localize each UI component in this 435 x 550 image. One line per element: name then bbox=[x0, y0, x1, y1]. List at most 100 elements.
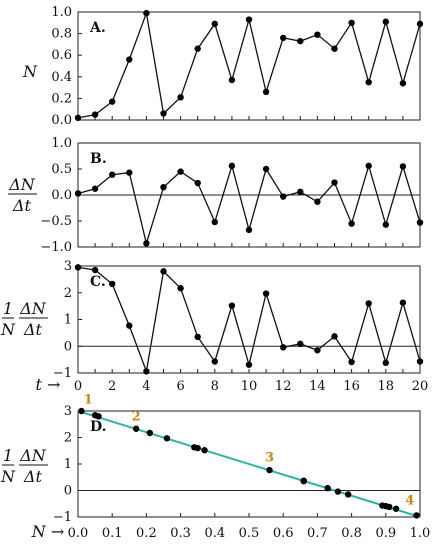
x-tick-label: 0.1 bbox=[102, 526, 123, 541]
y-axis-label-n: N bbox=[0, 467, 16, 486]
data-point bbox=[211, 20, 218, 28]
data-point bbox=[262, 290, 270, 297]
y-tick-label: −0.5 bbox=[40, 214, 72, 229]
panel-label: D. bbox=[90, 419, 107, 435]
x-tick-label: 0.2 bbox=[136, 526, 157, 541]
x-tick-label: 10 bbox=[241, 379, 258, 394]
y-tick-label: 1 bbox=[64, 313, 72, 328]
series-line bbox=[77, 10, 421, 119]
data-point bbox=[382, 359, 389, 367]
y-axis-label: N bbox=[22, 62, 38, 81]
data-point bbox=[266, 466, 273, 474]
x-tick-label: 20 bbox=[412, 379, 429, 394]
data-point bbox=[143, 9, 150, 17]
y-tick-label: 2 bbox=[64, 286, 72, 301]
y-axis-label-numerator: ΔN bbox=[19, 299, 47, 318]
data-point bbox=[297, 188, 304, 196]
data-point bbox=[228, 162, 236, 170]
x-tick-label: 0 bbox=[74, 379, 82, 394]
y-tick-label: 0.5 bbox=[51, 162, 72, 177]
data-point bbox=[143, 368, 150, 375]
data-point bbox=[74, 114, 82, 122]
data-point bbox=[228, 76, 236, 84]
data-point bbox=[211, 218, 218, 226]
panel-frame bbox=[77, 265, 421, 374]
panel-label: B. bbox=[90, 151, 107, 167]
y-tick-label: 0.8 bbox=[51, 27, 72, 42]
x-tick-label: 8 bbox=[211, 379, 219, 394]
x-tick-label: 0.0 bbox=[68, 526, 89, 541]
y-tick-label: 0.6 bbox=[51, 48, 72, 63]
x-tick-label: 1.0 bbox=[410, 526, 431, 541]
y-tick-label: 0.2 bbox=[51, 91, 72, 106]
point-annotation: 4 bbox=[405, 493, 414, 508]
point-annotation: 2 bbox=[132, 409, 141, 424]
data-point bbox=[416, 358, 424, 365]
y-tick-label: 0.4 bbox=[51, 70, 72, 85]
y-axis-label-denominator: Δt bbox=[23, 320, 43, 339]
x-tick-label: 0.7 bbox=[307, 526, 328, 541]
y-tick-label: 1.0 bbox=[51, 5, 72, 20]
data-point bbox=[78, 407, 85, 415]
data-point bbox=[399, 299, 407, 306]
data-point bbox=[413, 512, 420, 519]
data-point bbox=[262, 88, 270, 96]
data-point bbox=[194, 179, 201, 187]
data-point bbox=[416, 20, 424, 28]
x-tick-label: 16 bbox=[343, 379, 360, 394]
data-point bbox=[324, 484, 331, 492]
data-point bbox=[163, 435, 171, 442]
data-point bbox=[399, 163, 407, 170]
data-point bbox=[228, 302, 236, 309]
x-axis-label: N → bbox=[31, 522, 65, 541]
y-axis-label-numerator: ΔN bbox=[8, 175, 36, 194]
data-point bbox=[109, 98, 116, 105]
x-tick-label: 0.6 bbox=[273, 526, 294, 541]
data-point bbox=[365, 162, 372, 170]
x-tick-label: 0.8 bbox=[341, 526, 362, 541]
data-point bbox=[386, 503, 393, 511]
y-tick-label: −1 bbox=[53, 366, 72, 381]
data-point bbox=[344, 491, 352, 498]
data-point bbox=[211, 358, 218, 365]
y-axis-label-denominator: Δt bbox=[12, 196, 32, 215]
data-point bbox=[91, 185, 99, 192]
data-point bbox=[201, 447, 208, 454]
data-point bbox=[194, 45, 201, 52]
y-axis-label-one: 1 bbox=[3, 299, 13, 318]
data-point bbox=[126, 169, 133, 176]
data-point bbox=[382, 18, 389, 25]
x-tick-label: 0.9 bbox=[375, 526, 396, 541]
y-tick-label: 1 bbox=[64, 457, 72, 472]
x-axis-label: t → bbox=[36, 375, 61, 394]
y-tick-label: −1.0 bbox=[40, 240, 72, 255]
data-point bbox=[91, 111, 99, 118]
x-tick-label: 12 bbox=[275, 379, 292, 394]
data-point bbox=[314, 347, 321, 354]
data-point bbox=[126, 322, 133, 329]
x-tick-label: 0.4 bbox=[204, 526, 225, 541]
data-point bbox=[160, 110, 167, 117]
data-point bbox=[382, 221, 389, 228]
data-point bbox=[365, 79, 372, 86]
data-point bbox=[245, 226, 253, 234]
series-line bbox=[77, 266, 421, 374]
x-tick-label: 0.3 bbox=[170, 526, 191, 541]
data-point bbox=[280, 34, 287, 42]
point-annotation: 1 bbox=[84, 393, 93, 408]
panel-frame bbox=[77, 11, 421, 121]
data-point bbox=[160, 184, 167, 191]
data-point bbox=[126, 56, 133, 63]
data-point bbox=[331, 45, 338, 52]
data-point bbox=[177, 168, 184, 175]
data-point bbox=[348, 220, 355, 227]
data-point bbox=[95, 413, 102, 420]
data-point bbox=[91, 266, 99, 274]
y-tick-label: 0 bbox=[64, 484, 72, 499]
data-point bbox=[74, 190, 82, 197]
y-tick-label: 0.0 bbox=[51, 188, 72, 203]
data-point bbox=[177, 285, 184, 292]
data-point bbox=[392, 505, 400, 512]
data-point bbox=[348, 19, 355, 26]
x-tick-label: 4 bbox=[142, 379, 150, 394]
